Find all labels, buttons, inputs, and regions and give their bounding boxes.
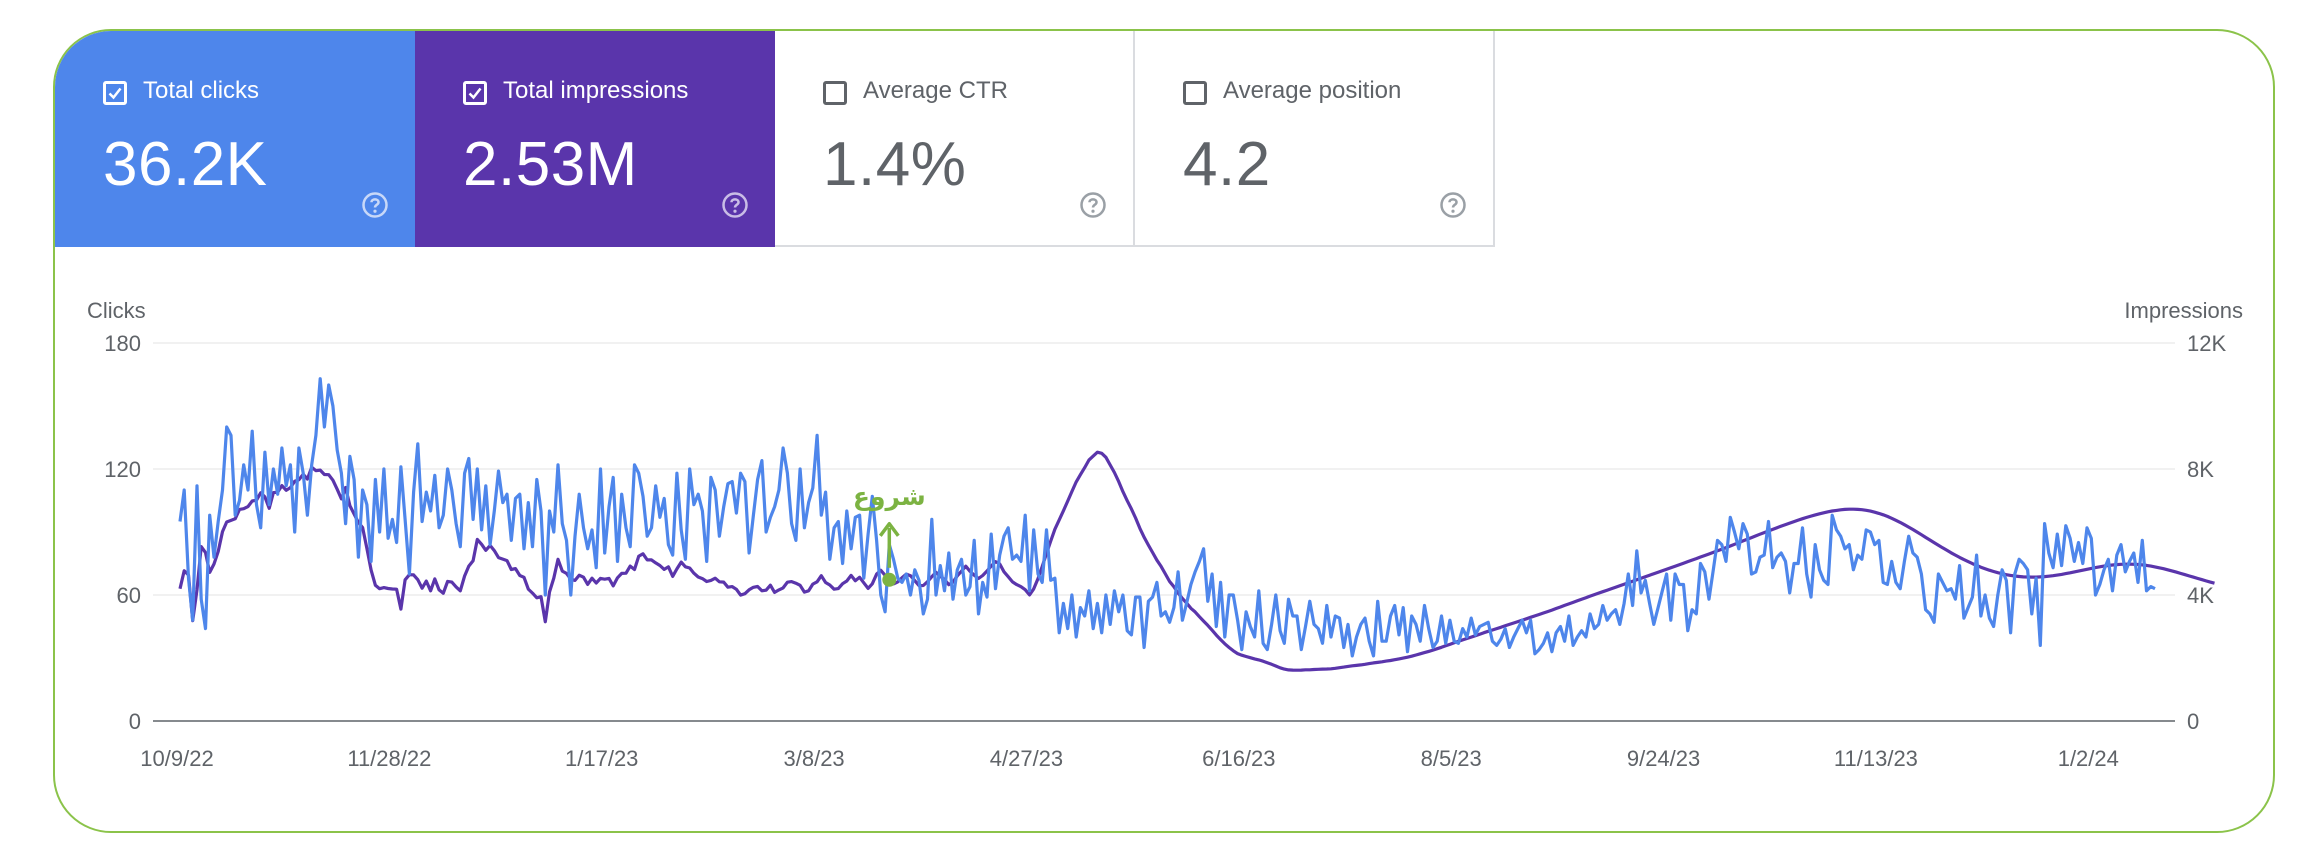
x-tick-label: 11/13/23 <box>1834 746 1918 771</box>
x-tick-label: 1/17/23 <box>565 746 638 771</box>
y-axis-left-label: Clicks <box>87 298 146 323</box>
y-tick-right: 8K <box>2187 457 2214 482</box>
average-position-card[interactable]: Average position 4.2 <box>1135 31 1495 247</box>
y-tick-right: 0 <box>2187 709 2199 734</box>
x-tick-label: 4/27/23 <box>990 746 1063 771</box>
x-tick-label: 9/24/23 <box>1627 746 1700 771</box>
y-tick-left: 0 <box>129 709 141 734</box>
card-label: Total clicks <box>143 77 260 104</box>
total-impressions-card[interactable]: Total impressions 2.53M <box>415 31 775 247</box>
y-tick-right: 12K <box>2187 331 2226 356</box>
x-axis-ticks: 10/9/22 11/28/22 1/17/23 3/8/23 4/27/23 6/16/… <box>140 746 2119 771</box>
x-tick-label: 11/28/22 <box>347 746 431 771</box>
help-circle-icon[interactable] <box>1439 191 1467 219</box>
checkbox-icon[interactable] <box>1183 81 1207 105</box>
start-annotation: شروع <box>853 482 926 587</box>
annotation-dot <box>882 572 897 587</box>
x-tick-label: 3/8/23 <box>784 746 845 771</box>
arrow-up-icon <box>878 522 900 537</box>
checkbox-icon[interactable] <box>103 81 127 105</box>
x-tick-label: 6/16/23 <box>1202 746 1275 771</box>
y-axis-right-label: Impressions <box>2124 298 2243 323</box>
average-ctr-card[interactable]: Average CTR 1.4% <box>775 31 1135 247</box>
x-tick-label: 1/2/24 <box>2058 746 2119 771</box>
card-value: 2.53M <box>463 130 638 199</box>
card-value: 36.2K <box>103 130 268 199</box>
card-label: Average CTR <box>863 77 1008 104</box>
y-tick-right: 4K <box>2187 583 2214 608</box>
performance-panel: Total clicks 36.2K Total impressions 2.5… <box>53 29 2275 833</box>
annotation-label: شروع <box>853 482 926 512</box>
chart-series <box>178 377 2215 672</box>
checkbox-icon[interactable] <box>463 81 487 105</box>
card-value: 1.4% <box>823 130 967 199</box>
help-circle-icon[interactable] <box>1079 191 1107 219</box>
card-label: Total impressions <box>503 77 689 104</box>
card-value: 4.2 <box>1183 130 1271 199</box>
x-tick-label: 8/5/23 <box>1421 746 1482 771</box>
performance-chart: Clicks Impressions 0 60 120 180 0 4K 8K 12K 10… <box>87 298 2243 771</box>
y-tick-left: 180 <box>104 331 141 356</box>
help-circle-icon[interactable] <box>721 191 749 219</box>
clicks-line <box>178 377 2156 658</box>
impressions-line <box>178 450 2215 672</box>
y-axis-left-ticks: 0 60 120 180 <box>104 331 141 734</box>
y-tick-left: 60 <box>117 583 141 608</box>
y-axis-right-ticks: 0 4K 8K 12K <box>2187 331 2226 734</box>
chart-grid <box>153 342 2175 722</box>
y-tick-left: 120 <box>104 457 141 482</box>
checkbox-icon[interactable] <box>823 81 847 105</box>
help-circle-icon[interactable] <box>361 191 389 219</box>
x-tick-label: 10/9/22 <box>140 746 213 771</box>
metric-cards: Total clicks 36.2K Total impressions 2.5… <box>55 31 1495 247</box>
total-clicks-card[interactable]: Total clicks 36.2K <box>55 31 415 247</box>
card-label: Average position <box>1223 77 1402 104</box>
